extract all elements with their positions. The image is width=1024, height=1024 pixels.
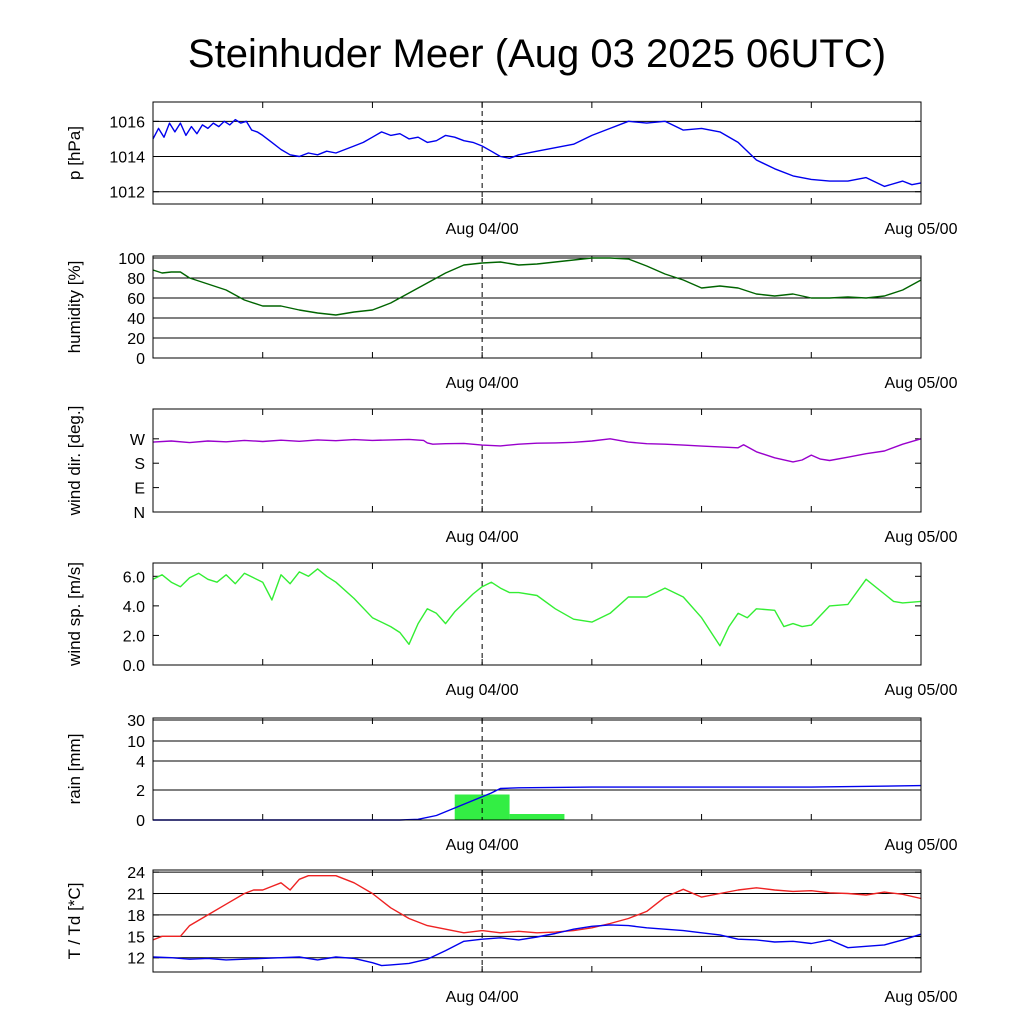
series-line-1 <box>152 568 922 647</box>
panel-5: 0 2 4 10 30 Aug 04/00 Aug 05/00 rain [mm] <box>65 713 958 854</box>
series-line-1 <box>153 784 922 821</box>
y-tick-label: 2.0 <box>123 628 145 645</box>
y-tick-label: 80 <box>127 271 145 288</box>
y-tick-label: 12 <box>127 951 145 968</box>
panel-frame <box>152 255 922 359</box>
chart-title: Steinhuder Meer (Aug 03 2025 06UTC) <box>188 32 886 76</box>
y-tick-label: 40 <box>127 311 145 328</box>
y-tick-label: S <box>134 456 145 473</box>
y-tick-label: W <box>130 432 146 449</box>
x-tick-label: Aug 05/00 <box>885 529 958 546</box>
y-tick-label: 2 <box>136 783 145 800</box>
y-tick-label: 18 <box>127 908 145 925</box>
series-line-1 <box>152 118 922 188</box>
y-tick-label: 0 <box>136 813 145 830</box>
y-tick-label: 0 <box>136 351 145 368</box>
panel-frame <box>152 101 922 205</box>
x-tick-label: Aug 05/00 <box>885 375 958 392</box>
x-tick-label: Aug 04/00 <box>446 529 519 546</box>
x-tick-label: Aug 04/00 <box>446 837 519 854</box>
y-tick-label: 15 <box>127 929 145 946</box>
y-tick-label: 21 <box>127 887 145 904</box>
y-tick-label: 4 <box>136 754 145 771</box>
x-tick-label: Aug 04/00 <box>446 989 519 1006</box>
y-tick-label: 6.0 <box>123 569 145 586</box>
rain-bar <box>454 794 510 820</box>
y-axis-label: wind dir. [deg.] <box>65 406 84 517</box>
series-line-2 <box>152 924 922 967</box>
x-tick-label: Aug 05/00 <box>885 682 958 699</box>
series-line-1 <box>152 875 922 941</box>
x-tick-label: Aug 04/00 <box>446 221 519 238</box>
y-tick-label: N <box>133 505 145 522</box>
y-tick-label: 100 <box>118 251 145 268</box>
y-tick-label: 60 <box>127 291 145 308</box>
panel-frame <box>152 717 922 821</box>
y-tick-label: 30 <box>127 713 145 730</box>
y-tick-label: 1016 <box>109 114 145 131</box>
panel-4: 0.0 2.0 4.0 6.0 Aug 04/00 Aug 05/00 wind sp. [… <box>65 562 958 699</box>
y-tick-label: 24 <box>127 865 145 882</box>
panel-1: 1012 1014 1016 Aug 04/00 Aug 05/00 p [hPa] <box>65 101 958 238</box>
y-axis-label: wind sp. [m/s] <box>65 562 84 667</box>
panel-6: 12 15 18 21 24 Aug 04/00 Aug 05/00 T / Td [*C] <box>65 865 958 1006</box>
rain-bar <box>509 814 565 820</box>
series-line-1 <box>152 438 922 463</box>
panel-frame <box>152 408 922 513</box>
y-axis-label: T / Td [*C] <box>65 883 84 960</box>
y-tick-label: 4.0 <box>123 599 145 616</box>
panel-frame <box>152 869 922 973</box>
x-tick-label: Aug 05/00 <box>885 989 958 1006</box>
y-tick-label: 20 <box>127 331 145 348</box>
x-tick-label: Aug 05/00 <box>885 221 958 238</box>
y-tick-label: 1014 <box>109 150 145 167</box>
y-axis-label: rain [mm] <box>65 734 84 805</box>
x-tick-label: Aug 05/00 <box>885 837 958 854</box>
y-tick-label: E <box>134 481 145 498</box>
panel-2: 0 20 40 60 80 100 Aug 04/00 Aug 05/00 humidity [… <box>65 251 958 392</box>
x-tick-label: Aug 04/00 <box>446 375 519 392</box>
y-axis-label: p [hPa] <box>65 126 84 180</box>
y-tick-label: 1012 <box>109 185 145 202</box>
panel-frame <box>152 562 922 666</box>
y-tick-label: 0.0 <box>123 658 145 675</box>
y-axis-label: humidity [%] <box>65 261 84 354</box>
series-line-1 <box>152 257 922 316</box>
x-tick-label: Aug 04/00 <box>446 682 519 699</box>
y-tick-label: 10 <box>127 734 145 751</box>
